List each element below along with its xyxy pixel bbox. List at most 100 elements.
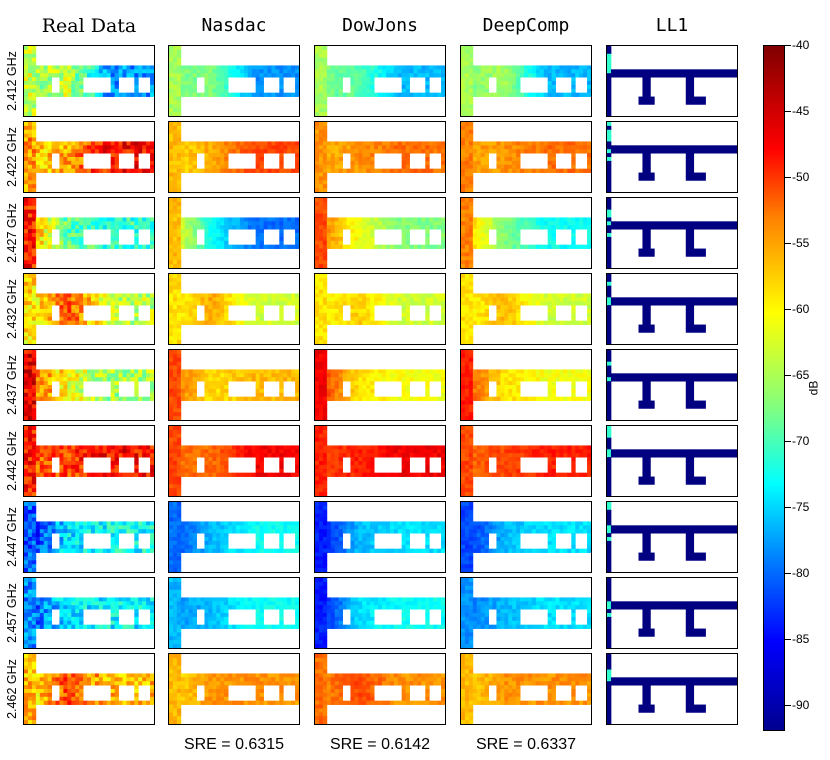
heatmap-cell	[106, 677, 112, 682]
heatmap-cell	[75, 316, 80, 322]
heatmap-cell	[291, 225, 296, 230]
heatmap-cell	[271, 92, 276, 97]
heatmap-cell	[169, 585, 174, 591]
heatmap-cell	[130, 700, 135, 705]
heatmap-cell	[31, 533, 37, 538]
heatmap-cell	[114, 377, 119, 382]
heatmap-cell	[169, 461, 174, 466]
heatmap-cell	[176, 429, 182, 435]
heatmap-cell	[31, 552, 37, 557]
heatmap-cell	[172, 509, 178, 515]
heatmap-cell	[31, 529, 37, 534]
heatmap-cell	[63, 73, 68, 78]
heatmap-cell	[338, 236, 343, 242]
heatmap-cell	[267, 453, 272, 458]
heatmap-cell	[79, 457, 84, 462]
heatmap-cell	[169, 400, 174, 405]
heatmap-cell	[389, 244, 395, 249]
heatmap-cell	[184, 445, 190, 450]
heatmap-cell	[27, 160, 33, 166]
heatmap-cell	[184, 157, 190, 162]
heatmap-cell	[90, 700, 96, 705]
heatmap-cell	[315, 176, 320, 181]
heatmap-cell	[255, 73, 261, 78]
heatmap-cell	[31, 377, 37, 382]
heatmap-cell	[393, 297, 399, 302]
heatmap-cell	[39, 377, 45, 382]
heatmap-cell	[259, 700, 264, 705]
heatmap-cell	[228, 73, 233, 78]
heatmap-cell	[232, 373, 237, 378]
heatmap-cell	[192, 153, 197, 158]
heatmap-cell	[381, 65, 387, 70]
heatmap-cell	[208, 309, 213, 314]
heatmap-cell	[79, 145, 84, 150]
heatmap-cell	[75, 533, 80, 538]
heatmap-cell	[318, 57, 324, 62]
heatmap-cell	[142, 149, 147, 154]
heatmap-cell	[180, 88, 186, 94]
heatmap-cell	[118, 624, 123, 629]
heatmap-cell	[318, 49, 324, 55]
heatmap-cell	[59, 445, 64, 450]
heatmap-cell	[39, 73, 45, 78]
heatmap-cell	[409, 221, 414, 226]
heatmap-cell	[405, 157, 410, 162]
heatmap-cell	[176, 669, 182, 674]
heatmap-cell	[385, 145, 391, 150]
heatmap-cell	[271, 145, 276, 150]
heatmap-cell	[216, 624, 221, 629]
heatmap-cell	[114, 160, 119, 166]
heatmap-cell	[172, 581, 178, 587]
heatmap-cell	[334, 65, 340, 70]
heatmap-cell	[130, 624, 135, 629]
heatmap-cell	[169, 712, 174, 717]
heatmap-cell	[200, 92, 205, 97]
heatmap-cell	[180, 149, 186, 154]
heatmap-cell	[188, 464, 194, 470]
heatmap-cell	[172, 301, 178, 306]
heatmap-cell	[169, 209, 174, 214]
heatmap-cell	[315, 198, 320, 203]
heatmap-cell	[79, 301, 84, 306]
heatmap-cell	[75, 157, 80, 162]
heatmap-cell	[287, 673, 292, 678]
heatmap-cell	[180, 244, 186, 249]
heatmap-cell	[267, 548, 272, 553]
heatmap-cell	[184, 605, 190, 610]
heatmap-cell	[94, 217, 100, 222]
heatmap-cell	[184, 244, 190, 249]
heatmap-cell	[172, 137, 178, 142]
heatmap-cell	[283, 217, 288, 222]
heatmap-cell	[114, 533, 119, 538]
heatmap-cell	[134, 696, 139, 702]
heatmap-cell	[169, 513, 174, 518]
heatmap-cell	[24, 480, 29, 485]
heatmap-cell	[172, 720, 178, 724]
heatmap-cell	[130, 293, 135, 298]
heatmap-cell	[24, 188, 29, 192]
heatmap-cell	[370, 65, 375, 70]
heatmap-cell	[176, 264, 182, 268]
heatmap-cell	[172, 657, 178, 663]
heatmap-cell	[220, 225, 225, 230]
heatmap-cell	[106, 149, 112, 154]
heatmap-cell	[176, 464, 182, 470]
heatmap-cell	[55, 65, 60, 70]
heatmap-cell	[67, 692, 72, 698]
heatmap-cell	[102, 65, 108, 70]
heatmap-cell	[169, 73, 174, 78]
heatmap-cell	[235, 217, 241, 222]
heatmap-cell	[134, 160, 139, 166]
heatmap-cell	[31, 578, 37, 583]
heatmap-cell	[397, 244, 403, 249]
heatmap-cell	[224, 312, 229, 318]
heatmap-cell	[27, 77, 33, 82]
heatmap-cell	[239, 529, 245, 534]
heatmap-cell	[39, 472, 45, 477]
heatmap-cell	[212, 468, 217, 474]
heatmap-cell	[358, 301, 363, 306]
heatmap-cell	[59, 240, 64, 246]
heatmap-cell	[393, 168, 399, 173]
heatmap-cell	[169, 125, 174, 131]
